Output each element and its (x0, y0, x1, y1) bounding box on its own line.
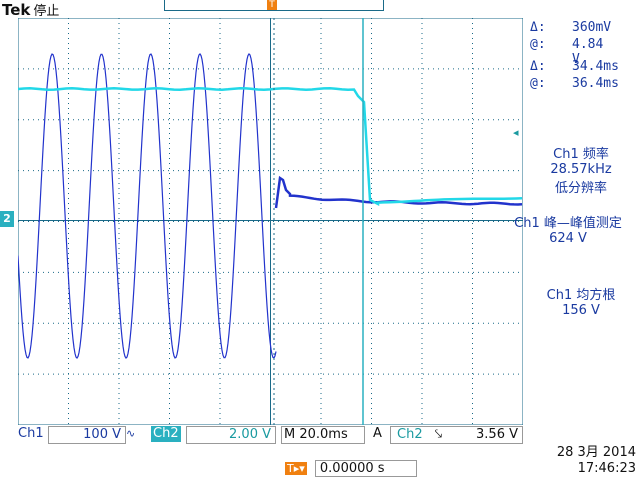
brand-label: Tek 停止 (2, 0, 59, 19)
ch1-label[interactable]: Ch1 (18, 426, 44, 441)
menu-arrow-icon[interactable]: ◂ (513, 126, 519, 139)
at-label: @: (530, 76, 546, 91)
trigger-top-marker[interactable]: T (267, 0, 277, 10)
status-bar: Ch1 100 V ∿ Ch2 2.00 V M 20.0ms A Ch2 ⤥ … (18, 426, 523, 444)
ch2-ground-marker[interactable]: 2 (0, 211, 14, 227)
graticule (18, 18, 523, 425)
cursor-delta-v: Δ: 360mV (530, 20, 611, 35)
delta-label: Δ: (530, 20, 546, 35)
cursor-delta-t: Δ: 34.4ms (530, 59, 619, 74)
position-value[interactable]: 0.00000 s (314, 460, 417, 477)
trigger-settings[interactable]: Ch2 ⤥ 3.56 V (390, 426, 523, 444)
timebase[interactable]: M 20.0ms (281, 426, 365, 444)
measure-name: Ch1 频率 (553, 147, 609, 162)
measure-name: Ch1 峰—峰值测定 (514, 216, 622, 231)
ch1-waveform (18, 53, 277, 359)
at-label: @: (530, 37, 546, 52)
brand-name: Tek (2, 1, 31, 19)
acquisition-state: 停止 (33, 4, 60, 19)
trigger-position-icon: T▸▾ (285, 462, 307, 475)
measure-value: 28.57kHz (550, 162, 612, 177)
cursor-at-t: @: 36.4ms (530, 76, 619, 91)
date: 28 3月 2014 (556, 445, 636, 460)
datetime: 28 3月 2014 17:46:23 (557, 445, 636, 477)
trigger-position-bar[interactable] (164, 0, 384, 11)
trigger-channel: Ch2 (397, 427, 423, 442)
measurement-rms: Ch1 均方根 156 V (526, 284, 636, 318)
measure-value: 624 V (549, 231, 587, 246)
ch1-scale[interactable]: 100 V (48, 426, 126, 444)
ch1-coupling-icon: ∿ (126, 427, 136, 440)
trigger-level: 3.56 V (476, 427, 518, 442)
delta-t-value: 34.4ms (572, 59, 619, 74)
ch2-scale[interactable]: 2.00 V (186, 426, 276, 444)
ch2-waveform (18, 87, 523, 207)
at-t-value: 36.4ms (572, 76, 619, 91)
delta-label: Δ: (530, 59, 546, 74)
measurement-frequency: Ch1 频率 28.57kHz 低分辨率 (526, 143, 636, 196)
center-axes (18, 18, 523, 425)
delta-v-value: 360mV (572, 20, 612, 35)
measurement-peak-to-peak: Ch1 峰—峰值测定 624 V (496, 212, 640, 246)
measure-note: 低分辨率 (554, 181, 607, 196)
measure-name: Ch1 均方根 (546, 288, 616, 303)
time: 17:46:23 (577, 461, 636, 476)
trigger-source-label: A (373, 426, 382, 441)
measure-value: 156 V (562, 303, 600, 318)
ch2-label[interactable]: Ch2 (151, 426, 181, 442)
trigger-slope-icon: ⤥ (434, 427, 443, 442)
scope-display (18, 18, 523, 425)
at-v-value: 4.84 V (572, 37, 604, 67)
cursor-at-v: @: 4.84 V (530, 37, 603, 67)
horizontal-position[interactable]: T▸▾ 0.00000 s (285, 460, 417, 477)
